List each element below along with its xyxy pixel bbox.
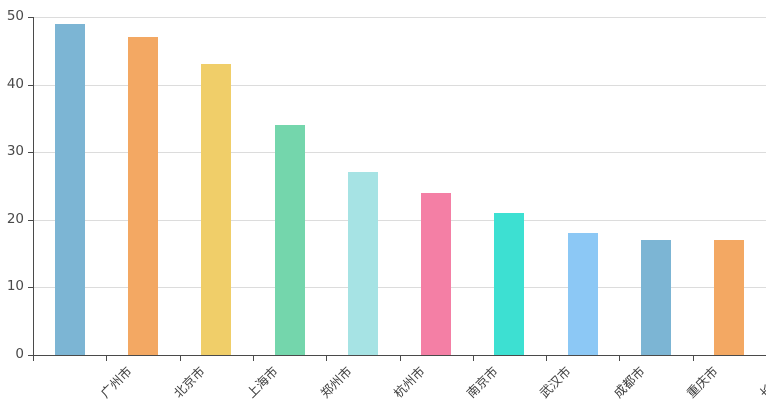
bar [641,240,672,355]
bar [567,233,598,355]
gridline [33,287,766,289]
y-tick-mark [28,287,33,289]
bar [714,240,745,355]
x-tick-mark [619,356,621,361]
bar [201,64,232,355]
x-tick-mark [692,356,694,361]
y-tick-label: 20 [6,210,24,227]
x-tick-mark [472,356,474,361]
x-axis-category-label: 南京市 [463,363,501,401]
x-axis-category-label: 武汉市 [537,363,575,401]
x-axis-category-label: 广州市 [97,363,135,401]
x-tick-mark [326,356,328,361]
x-axis-category-label: 成都市 [610,363,648,401]
y-tick-label: 40 [6,75,24,92]
x-tick-mark [179,356,181,361]
x-axis-category-label: 重庆市 [683,363,721,401]
y-tick-mark [28,84,33,86]
x-axis-category-label: 杭州市 [390,363,428,401]
y-tick-label: 50 [6,8,24,24]
x-tick-mark [106,356,108,361]
x-axis-category-label: 郑州市 [317,363,355,401]
x-tick-mark [252,356,254,361]
y-tick-label: 0 [15,346,24,362]
y-tick-label: 30 [6,143,24,160]
x-tick-mark [546,356,548,361]
x-tick-mark [399,356,401,361]
gridline [33,84,766,86]
x-tick-mark [33,356,34,361]
x-axis-category-label: 北京市 [170,363,208,401]
y-tick-label: 10 [6,278,24,295]
gridline [33,17,766,18]
bar [127,37,158,355]
bar [54,23,85,355]
x-axis-category-label: 长沙市 [756,363,766,401]
y-tick-mark [28,152,33,154]
gridline [33,152,766,154]
y-axis-line [33,17,34,356]
y-tick-mark [28,355,33,356]
plot-area [33,17,766,355]
x-axis-category-label: 上海市 [243,363,281,401]
bar [421,192,452,355]
bar [347,172,378,355]
bar [274,125,305,355]
y-tick-mark [28,219,33,221]
bar [494,213,525,355]
x-axis-line [33,355,766,356]
gridline [33,219,766,221]
y-tick-mark [28,17,33,18]
